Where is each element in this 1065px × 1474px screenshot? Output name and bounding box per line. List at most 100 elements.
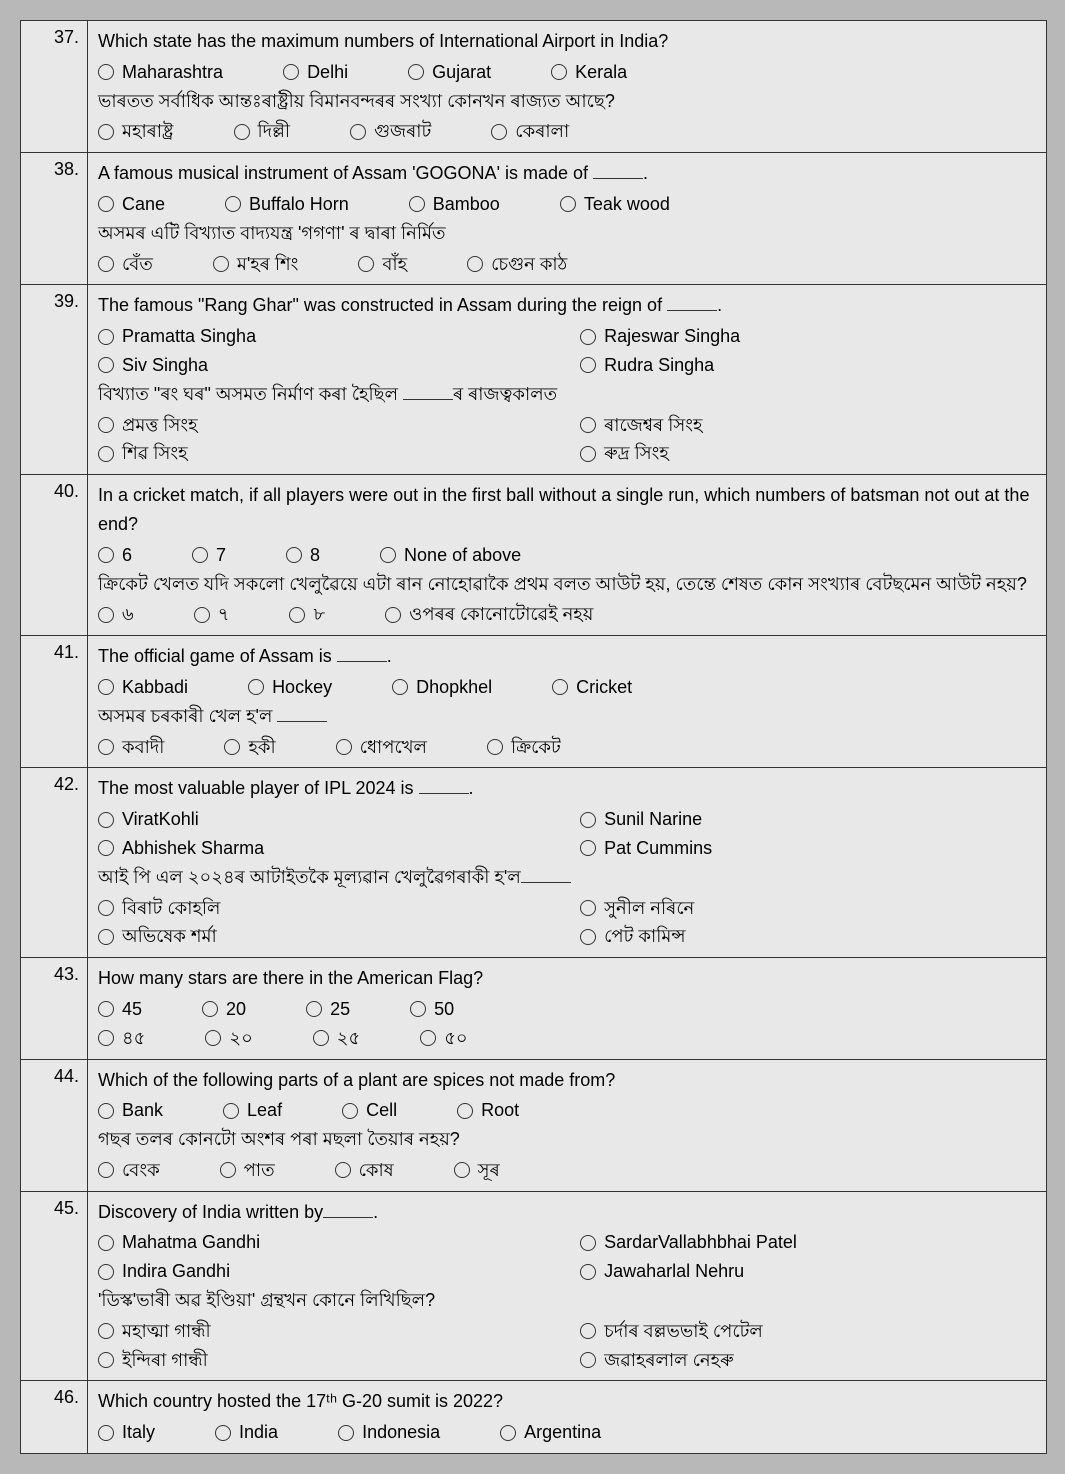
question-text-en: A famous musical instrument of Assam 'GO… bbox=[98, 159, 1036, 188]
option[interactable]: Rudra Singha bbox=[580, 351, 1002, 380]
option[interactable]: প্ৰমত্ত সিংহ bbox=[98, 411, 520, 440]
option[interactable]: Siv Singha bbox=[98, 351, 520, 380]
radio-icon bbox=[358, 256, 374, 272]
option[interactable]: ধোপখেল bbox=[336, 733, 427, 762]
option[interactable]: কেৰালা bbox=[491, 117, 569, 146]
question-row: 37. Which state has the maximum numbers … bbox=[21, 21, 1046, 153]
option[interactable]: SardarVallabhbhai Patel bbox=[580, 1228, 1002, 1257]
question-text-as: অসমৰ চৰকাৰী খেল হ'ল bbox=[98, 702, 1036, 731]
option[interactable]: None of above bbox=[380, 541, 521, 570]
option[interactable]: ViratKohli bbox=[98, 805, 520, 834]
option[interactable]: Cell bbox=[342, 1096, 397, 1125]
option[interactable]: Sunil Narine bbox=[580, 805, 1002, 834]
option[interactable]: Pat Cummins bbox=[580, 834, 1002, 863]
option[interactable]: Leaf bbox=[223, 1096, 282, 1125]
option[interactable]: Indonesia bbox=[338, 1418, 440, 1447]
radio-icon bbox=[392, 679, 408, 695]
option[interactable]: Buffalo Horn bbox=[225, 190, 349, 219]
radio-icon bbox=[98, 357, 114, 373]
question-body: A famous musical instrument of Assam 'GO… bbox=[88, 153, 1046, 284]
radio-icon bbox=[580, 329, 596, 345]
option[interactable]: ইন্দিৰা গান্ধী bbox=[98, 1346, 520, 1375]
option[interactable]: সূৰ bbox=[454, 1156, 500, 1185]
radio-icon bbox=[410, 1001, 426, 1017]
option[interactable]: বেংক bbox=[98, 1156, 160, 1185]
option[interactable]: ৬ bbox=[98, 600, 134, 629]
question-text-en: The famous "Rang Ghar" was constructed i… bbox=[98, 291, 1036, 320]
option[interactable]: সুনীল নৰিনে bbox=[580, 894, 1002, 923]
option[interactable]: মহাত্মা গান্ধী bbox=[98, 1317, 520, 1346]
option[interactable]: Bamboo bbox=[409, 190, 500, 219]
option[interactable]: Bank bbox=[98, 1096, 163, 1125]
option[interactable]: Pramatta Singha bbox=[98, 322, 520, 351]
option[interactable]: জৱাহৰলাল নেহৰু bbox=[580, 1346, 1002, 1375]
blank bbox=[323, 1199, 373, 1218]
option[interactable]: ৪৫ bbox=[98, 1024, 145, 1053]
option[interactable]: Italy bbox=[98, 1418, 155, 1447]
radio-icon bbox=[98, 840, 114, 856]
option[interactable]: Cane bbox=[98, 190, 165, 219]
option[interactable]: 7 bbox=[192, 541, 226, 570]
option[interactable]: Cricket bbox=[552, 673, 632, 702]
option[interactable]: ৭ bbox=[194, 600, 230, 629]
option[interactable]: গুজৰাট bbox=[350, 117, 431, 146]
option[interactable]: ২০ bbox=[205, 1024, 252, 1053]
option[interactable]: ২৫ bbox=[313, 1024, 360, 1053]
option[interactable]: দিল্লী bbox=[234, 117, 291, 146]
option[interactable]: চৰ্দাৰ বল্লভভাই পেটেল bbox=[580, 1317, 1002, 1346]
radio-icon bbox=[98, 1235, 114, 1251]
option[interactable]: ম'হৰ শিং bbox=[213, 250, 299, 279]
question-text-en: How many stars are there in the American… bbox=[98, 964, 1036, 993]
option[interactable]: 20 bbox=[202, 995, 246, 1024]
option[interactable]: 8 bbox=[286, 541, 320, 570]
option[interactable]: 6 bbox=[98, 541, 132, 570]
option[interactable]: ৮ bbox=[289, 600, 325, 629]
question-row: 38. A famous musical instrument of Assam… bbox=[21, 153, 1046, 285]
option[interactable]: Gujarat bbox=[408, 58, 491, 87]
option[interactable]: 50 bbox=[410, 995, 454, 1024]
option[interactable]: বেঁত bbox=[98, 250, 153, 279]
option[interactable]: মহাৰাষ্ট্ৰ bbox=[98, 117, 174, 146]
option[interactable]: অভিষেক শৰ্মা bbox=[98, 922, 520, 951]
option[interactable]: Jawaharlal Nehru bbox=[580, 1257, 1002, 1286]
option[interactable]: বাঁহ bbox=[358, 250, 407, 279]
option[interactable]: Dhopkhel bbox=[392, 673, 492, 702]
option[interactable]: বিৰাট কোহলি bbox=[98, 894, 520, 923]
option[interactable]: Abhishek Sharma bbox=[98, 834, 520, 863]
radio-icon bbox=[313, 1030, 329, 1046]
option[interactable]: ৫০ bbox=[420, 1024, 467, 1053]
option[interactable]: হকী bbox=[224, 733, 275, 762]
option[interactable]: পাত bbox=[220, 1156, 275, 1185]
option[interactable]: Root bbox=[457, 1096, 519, 1125]
option[interactable]: Teak wood bbox=[560, 190, 670, 219]
option[interactable]: Argentina bbox=[500, 1418, 601, 1447]
option[interactable]: কবাদী bbox=[98, 733, 164, 762]
option[interactable]: India bbox=[215, 1418, 278, 1447]
option[interactable]: শিৱ সিংহ bbox=[98, 439, 520, 468]
option[interactable]: Kabbadi bbox=[98, 673, 188, 702]
question-body: In a cricket match, if all players were … bbox=[88, 475, 1046, 635]
radio-icon bbox=[202, 1001, 218, 1017]
option[interactable]: Maharashtra bbox=[98, 58, 223, 87]
option[interactable]: Mahatma Gandhi bbox=[98, 1228, 520, 1257]
option[interactable]: 45 bbox=[98, 995, 142, 1024]
option[interactable]: কোষ bbox=[335, 1156, 394, 1185]
option[interactable]: ক্ৰিকেট bbox=[487, 733, 561, 762]
question-text-as: বিখ্যাত "ৰং ঘৰ" অসমত নিৰ্মাণ কৰা হৈছিল ৰ… bbox=[98, 380, 1036, 409]
blank bbox=[277, 703, 327, 722]
option[interactable]: Delhi bbox=[283, 58, 348, 87]
question-body: The most valuable player of IPL 2024 is … bbox=[88, 768, 1046, 957]
option[interactable]: ওপৰৰ কোনোটোৱেই নহয় bbox=[385, 600, 593, 629]
option[interactable]: পেট কামিন্স bbox=[580, 922, 1002, 951]
option[interactable]: Rajeswar Singha bbox=[580, 322, 1002, 351]
option[interactable]: ৰুদ্ৰ সিংহ bbox=[580, 439, 1002, 468]
option[interactable]: Kerala bbox=[551, 58, 627, 87]
radio-icon bbox=[580, 417, 596, 433]
option[interactable]: 25 bbox=[306, 995, 350, 1024]
question-text-as: ক্ৰিকেট খেলত যদি সকলো খেলুৱৈয়ে এটা ৰান … bbox=[98, 570, 1036, 599]
option[interactable]: Hockey bbox=[248, 673, 332, 702]
option[interactable]: Indira Gandhi bbox=[98, 1257, 520, 1286]
option[interactable]: চেগুন কাঠ bbox=[467, 250, 567, 279]
radio-icon bbox=[289, 607, 305, 623]
option[interactable]: ৰাজেশ্বৰ সিংহ bbox=[580, 411, 1002, 440]
